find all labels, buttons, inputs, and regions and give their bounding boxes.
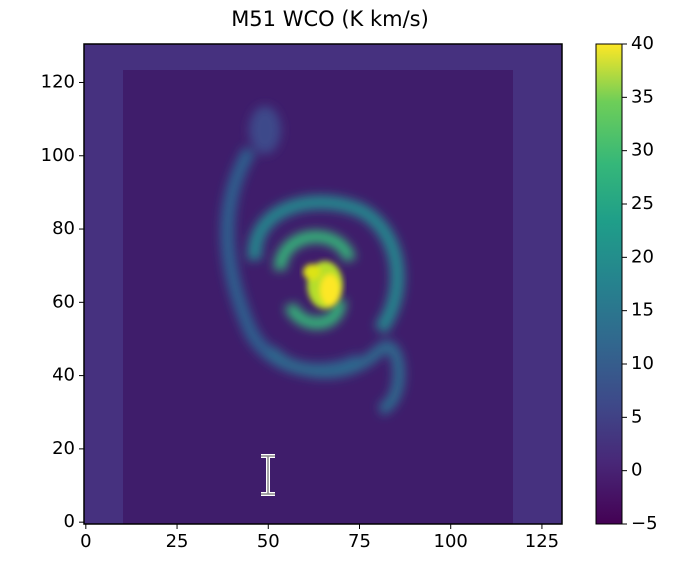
x-tick-label: 0 [80,531,91,552]
x-tick-label: 50 [257,531,280,552]
y-tick-label: 0 [64,511,75,532]
y-tick-label: 60 [52,291,75,312]
y-tick-label: 100 [41,145,75,166]
y-tick-label: 40 [52,365,75,386]
colorbar-tick-label: 30 [631,140,654,161]
colorbar-tick-label: 5 [631,406,642,427]
colorbar-tick-label: 40 [631,33,654,54]
chart-title: M51 WCO (K km/s) [231,7,429,31]
colorbar [595,43,623,525]
colorbar-tick-label: 35 [631,86,654,107]
colorbar-tick-label: 10 [631,353,654,374]
image [84,44,562,524]
colorbar-tick-label: 0 [631,460,642,481]
colorbar-tick-label: 20 [631,246,654,267]
colorbar-tick-label: −5 [631,513,658,534]
x-tick-label: 125 [525,531,559,552]
x-tick-label: 25 [166,531,189,552]
x-tick-label: 75 [348,531,371,552]
y-tick-label: 20 [52,438,75,459]
x-tick-label: 100 [434,531,468,552]
y-tick-label: 120 [41,71,75,92]
y-tick-label: 80 [52,218,75,239]
colorbar-tick-label: 15 [631,300,654,321]
colorbar-tick-label: 25 [631,193,654,214]
plot-frame [83,43,563,525]
